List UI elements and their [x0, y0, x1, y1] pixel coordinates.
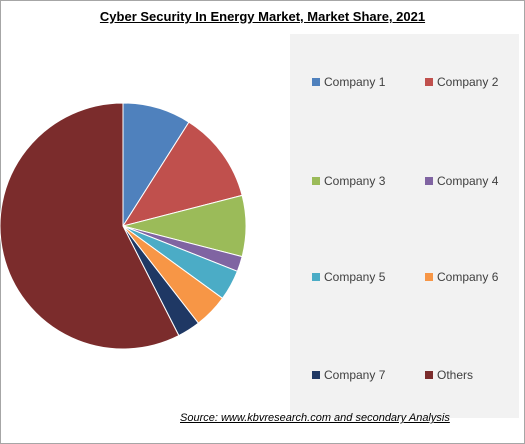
legend-item-company-6: Company 6: [425, 270, 498, 284]
source-note: Source: www.kbvresearch.com and secondar…: [180, 412, 450, 424]
legend-item-company-3: Company 3: [312, 174, 385, 188]
legend-swatch-company-4: [425, 177, 433, 185]
legend-item-company-4: Company 4: [425, 174, 498, 188]
legend-item-company-1: Company 1: [312, 75, 385, 89]
legend-swatch-others: [425, 371, 433, 379]
pie-slice-company-2: [121, 121, 243, 227]
legend-swatch-company-3: [312, 177, 320, 185]
legend-swatch-company-2: [425, 78, 433, 86]
legend-label-company-3: Company 3: [324, 174, 386, 188]
legend-item-company-7: Company 7: [312, 368, 385, 382]
legend-item-company-5: Company 5: [312, 270, 385, 284]
legend-label-company-1: Company 1: [324, 75, 386, 89]
legend: Company 1 Company 2 Company 3 Company 4 …: [290, 34, 519, 418]
legend-swatch-company-1: [312, 78, 320, 86]
legend-label-company-2: Company 2: [437, 75, 499, 89]
legend-label-company-6: Company 6: [437, 270, 499, 284]
legend-swatch-company-5: [312, 273, 320, 281]
legend-label-company-7: Company 7: [324, 368, 386, 382]
legend-label-company-5: Company 5: [324, 270, 386, 284]
pie-chart: [0, 102, 247, 350]
legend-item-others: Others: [425, 368, 473, 382]
pie-slice-others: [0, 102, 180, 350]
pie-slices: [0, 102, 247, 350]
legend-label-company-4: Company 4: [437, 174, 499, 188]
legend-item-company-2: Company 2: [425, 75, 498, 89]
legend-swatch-company-7: [312, 371, 320, 379]
legend-label-others: Others: [437, 368, 474, 382]
chart-title: Cyber Security In Energy Market, Market …: [99, 9, 426, 24]
legend-swatch-company-6: [425, 273, 433, 281]
